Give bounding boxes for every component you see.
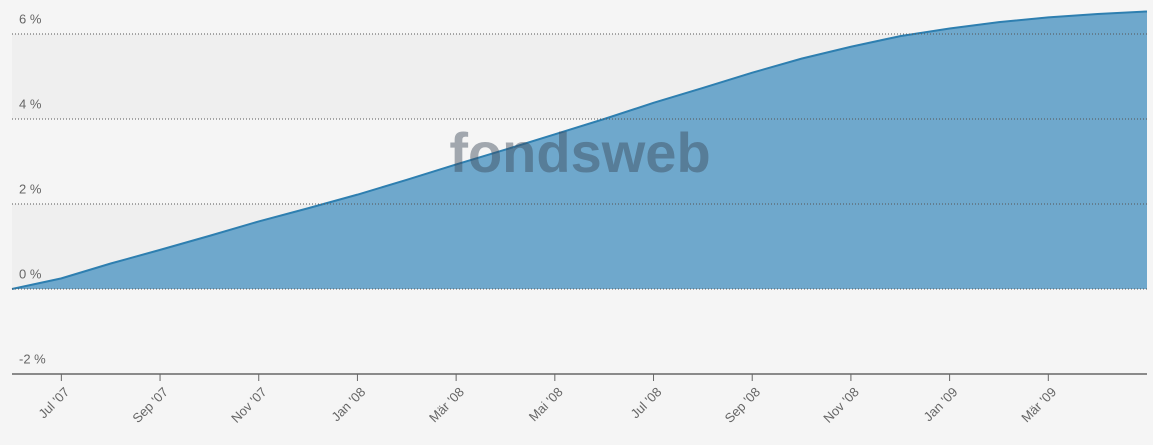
x-tick-label: Nov '07 [228, 384, 269, 425]
x-tick-label: Jul '07 [35, 384, 72, 421]
x-tick-label: Jan '08 [328, 384, 368, 424]
x-tick-label: Nov '08 [820, 384, 861, 425]
band [0, 0, 12, 374]
y-tick-label: 4 % [19, 96, 42, 111]
x-tick-label: Sep '07 [129, 384, 170, 425]
y-tick-label: 2 % [19, 181, 42, 196]
x-tick-label: Mär '09 [1018, 384, 1059, 425]
y-tick-label: -2 % [19, 351, 46, 366]
line [11, 10, 1148, 290]
y-tick-label: 0 % [19, 266, 42, 281]
y-tick-label: 6 % [19, 11, 42, 26]
x-tick-label: Mai '08 [526, 384, 566, 424]
band [12, 289, 1147, 374]
x-tick-label: Jan '09 [921, 384, 961, 424]
x-tick-label: Mär '08 [426, 384, 467, 425]
x-tick-label: Sep '08 [722, 384, 763, 425]
watermark: fondsweb [449, 121, 710, 184]
x-tick-label: Jul '08 [628, 384, 665, 421]
area [12, 11, 1147, 289]
